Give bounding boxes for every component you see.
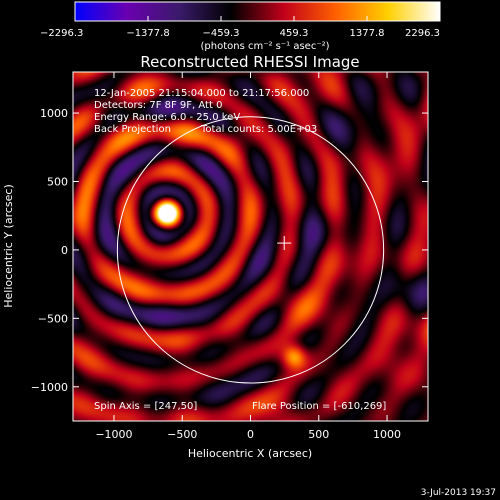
colorbar-tick-label: 1377.8	[350, 28, 385, 39]
y-tick-label: 0	[61, 244, 68, 257]
colorbar: −2296.3 −1377.8 −459.3 459.3 1377.8 2296.3 (p…	[40, 1, 441, 52]
x-axis-label: Heliocentric X (arcsec)	[188, 447, 312, 460]
y-tick-label: 1000	[40, 107, 68, 120]
x-tick-label: −1000	[95, 428, 132, 441]
colorbar-tick-label: −459.3	[202, 28, 239, 39]
x-tick-label: 500	[308, 428, 329, 441]
annotation-method: Back Projection	[94, 124, 171, 135]
y-axis-label: Heliocentric Y (arcsec)	[2, 184, 15, 308]
annotation-spin-axis: Spin Axis = [247,50]	[94, 401, 197, 412]
y-tick-label: 500	[47, 175, 68, 188]
chart-title: Reconstructed RHESSI Image	[140, 53, 359, 71]
annotation-time-range: 12-Jan-2005 21:15:04.000 to 21:17:56.000	[94, 88, 309, 99]
colorbar-gradient	[74, 1, 441, 22]
x-tick-label: 1000	[373, 428, 401, 441]
colorbar-tick-label: 2296.3	[405, 28, 440, 39]
colorbar-tick-label: −2296.3	[40, 28, 83, 39]
y-axis-ticks: −1000 −500 0 500 1000	[31, 107, 428, 394]
x-axis-ticks: −1000 −500 0 500 1000	[95, 72, 401, 441]
annotation-energy-range: Energy Range: 6.0 - 25.0 keV	[94, 112, 240, 123]
x-tick-label: 0	[247, 428, 254, 441]
x-tick-label: −500	[167, 428, 197, 441]
y-tick-label: −1000	[31, 381, 68, 394]
spin-axis-marker	[277, 236, 292, 251]
plot-area: −1000 −500 0 500 1000 −1000 −500 0 500 1000	[31, 71, 429, 441]
annotations: 12-Jan-2005 21:15:04.000 to 21:17:56.000…	[94, 88, 386, 412]
colorbar-unit-label: (photons cm⁻² s⁻¹ asec⁻²)	[200, 41, 329, 52]
annotation-detectors: Detectors: 7F 8F 9F, Att 0	[94, 100, 222, 111]
heatmap-image	[73, 72, 428, 421]
solar-disk-outline	[116, 116, 385, 384]
colorbar-tick-label: −1377.8	[126, 28, 169, 39]
annotation-flare-position: Flare Position = [-610,269]	[252, 401, 386, 412]
colorbar-tick-label: 459.3	[280, 28, 309, 39]
timestamp: 3-Jul-2013 19:37	[421, 488, 496, 498]
colorbar-ticks: −2296.3 −1377.8 −459.3 459.3 1377.8 2296.3	[40, 16, 441, 39]
annotation-total-counts: Total counts: 5.00E+03	[200, 124, 317, 135]
y-tick-label: −500	[38, 312, 68, 325]
